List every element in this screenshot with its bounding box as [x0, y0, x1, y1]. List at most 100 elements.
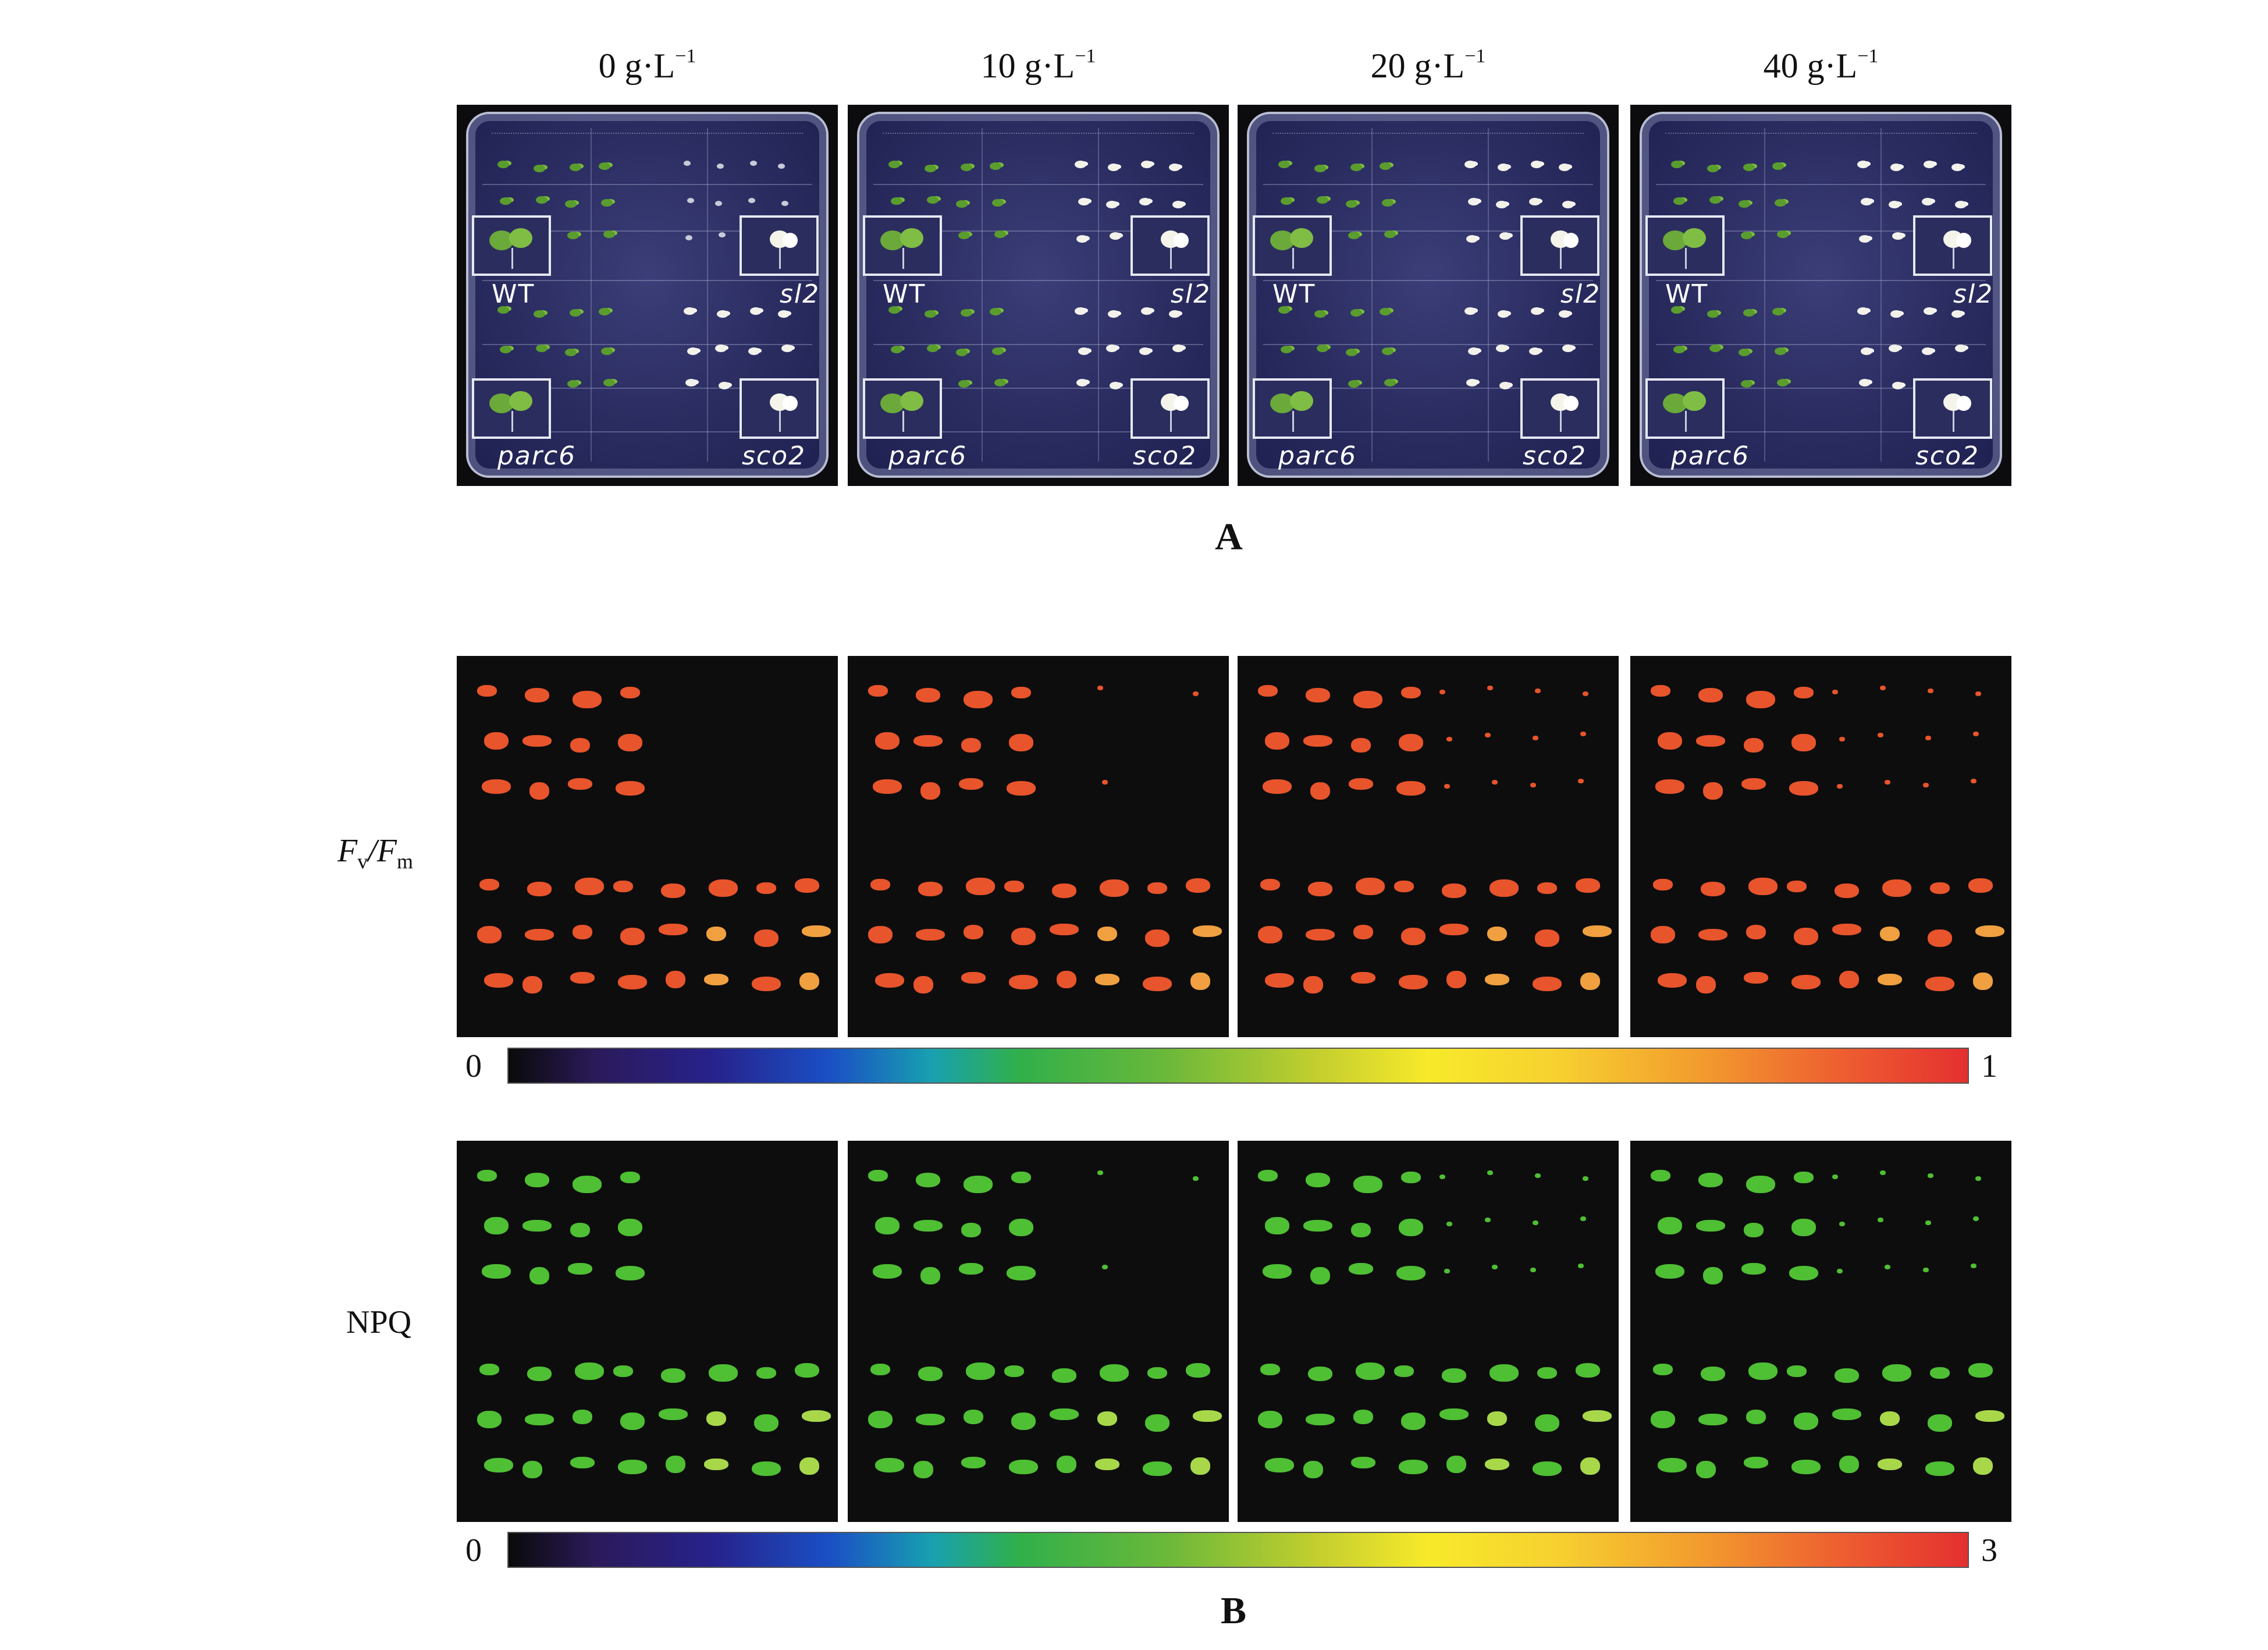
genotype-label-sco2: sco2 — [1915, 441, 1980, 471]
fvfm-image — [457, 656, 838, 1037]
seedling-signal — [1446, 1456, 1466, 1473]
seedling-signal — [1401, 1413, 1426, 1430]
seedling-signal — [1260, 879, 1280, 890]
seedling-signal — [1576, 878, 1600, 893]
plate-grid-line — [482, 344, 812, 345]
seedling-signal — [1580, 1216, 1586, 1221]
seedling-signal — [1583, 925, 1612, 937]
seedling — [1350, 164, 1362, 171]
fvfm-image — [848, 656, 1229, 1037]
seedling — [1106, 201, 1118, 208]
seedling — [1559, 164, 1570, 171]
seedling-signal — [1356, 878, 1385, 895]
seedling — [1141, 161, 1153, 168]
seedling-close-up-inset — [472, 378, 551, 439]
seedling-signal — [1011, 1172, 1031, 1183]
seedling-signal — [1394, 1365, 1414, 1377]
seedling — [603, 379, 615, 386]
seedling — [1498, 164, 1509, 171]
seedling — [567, 232, 579, 239]
seedling-signal — [1882, 879, 1911, 897]
seedling-signal — [1145, 929, 1169, 947]
fvfm-image — [1630, 656, 2011, 1037]
seedling-signal — [1310, 1267, 1330, 1284]
seedling — [1075, 161, 1086, 168]
seedling-signal — [1052, 1368, 1076, 1383]
seedling — [1317, 196, 1328, 204]
seedling-signal — [1143, 1461, 1172, 1476]
seedling-signal — [1839, 1222, 1845, 1226]
seedling — [891, 197, 902, 205]
seedling — [1889, 345, 1900, 352]
seedling — [1468, 347, 1480, 355]
seedling-signal — [1097, 1170, 1103, 1175]
seedling — [1499, 232, 1511, 240]
seedling-close-up-inset — [1520, 215, 1599, 276]
seedling — [781, 345, 793, 352]
seedling-signal — [1839, 971, 1859, 988]
seedling — [1743, 164, 1755, 171]
seedling-signal — [1011, 1413, 1036, 1430]
seedling-signal — [1832, 924, 1861, 935]
npq-row-label: NPQ — [346, 1304, 412, 1340]
seedling-signal — [1009, 734, 1033, 751]
seedling-signal — [1263, 1264, 1292, 1279]
seedling — [1861, 347, 1872, 355]
panel-b-letter: B — [1220, 1589, 1247, 1632]
seedling — [565, 200, 577, 208]
seedling — [1741, 232, 1752, 239]
seedling — [1169, 164, 1181, 171]
seedling-signal — [1794, 1172, 1814, 1183]
seedling-signal — [1837, 1269, 1843, 1273]
seedling-signal — [613, 881, 633, 892]
seedling — [1278, 306, 1290, 314]
plate-grid-line — [482, 230, 812, 232]
seedling-close-up-inset — [863, 378, 942, 439]
seedling-signal — [616, 1266, 645, 1280]
seedling-signal — [1399, 1219, 1423, 1236]
seedling — [925, 165, 936, 172]
seedling-signal — [1353, 1410, 1373, 1424]
seedling — [1955, 345, 1967, 352]
seedling-signal — [1930, 882, 1950, 894]
seedling-signal — [913, 1461, 933, 1478]
seedling — [1889, 201, 1900, 208]
seedling-signal — [1698, 1173, 1723, 1187]
seedling-signal — [1057, 971, 1076, 988]
seedling-signal — [1310, 782, 1330, 800]
seedling-signal — [1701, 1367, 1725, 1381]
seedling — [1108, 164, 1119, 171]
seedling-signal — [920, 1267, 940, 1284]
seedling-close-up-inset — [1253, 378, 1332, 439]
seedling — [687, 347, 699, 355]
seedling-signal — [1748, 878, 1778, 895]
seedling — [961, 309, 972, 317]
seedling-signal — [1658, 973, 1687, 988]
seedling — [1348, 380, 1360, 388]
seedling-signal — [1696, 1461, 1716, 1478]
seedling — [1922, 198, 1933, 205]
seedling-signal — [525, 688, 549, 702]
seedling-signal — [1975, 925, 2004, 937]
seedling-signal — [1925, 1461, 1954, 1476]
seedling — [925, 310, 936, 318]
seedling-signal — [1741, 778, 1766, 790]
seedling-signal — [1353, 925, 1373, 939]
seedling-signal — [1578, 1264, 1584, 1268]
seedling-signal — [1583, 1176, 1588, 1181]
plate-ruler-marks — [883, 122, 1194, 134]
seedling — [778, 164, 785, 169]
seedling — [1110, 232, 1121, 240]
seedling-signal — [754, 1414, 778, 1432]
seedling-signal — [913, 735, 943, 747]
seedling-signal — [1308, 1367, 1332, 1381]
seedling — [1139, 347, 1151, 355]
seedling-signal — [1050, 1408, 1079, 1420]
seedling-signal — [875, 1458, 904, 1472]
seedling-signal — [1401, 1172, 1421, 1183]
seedling-signal — [1057, 1456, 1076, 1473]
seedling-signal — [1351, 1223, 1371, 1237]
seedling-signal — [1190, 1457, 1210, 1475]
seedling-signal — [1973, 973, 1993, 990]
seedling-signal — [1583, 691, 1588, 696]
